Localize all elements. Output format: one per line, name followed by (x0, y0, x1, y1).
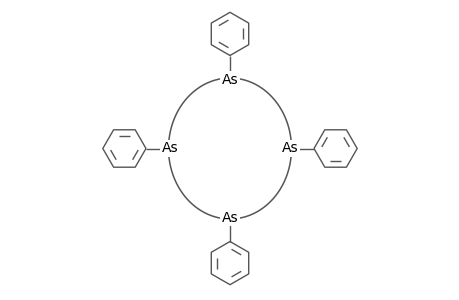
Text: As: As (221, 73, 238, 86)
Text: As: As (221, 211, 238, 224)
Text: As: As (281, 142, 298, 155)
Text: As: As (161, 142, 178, 155)
